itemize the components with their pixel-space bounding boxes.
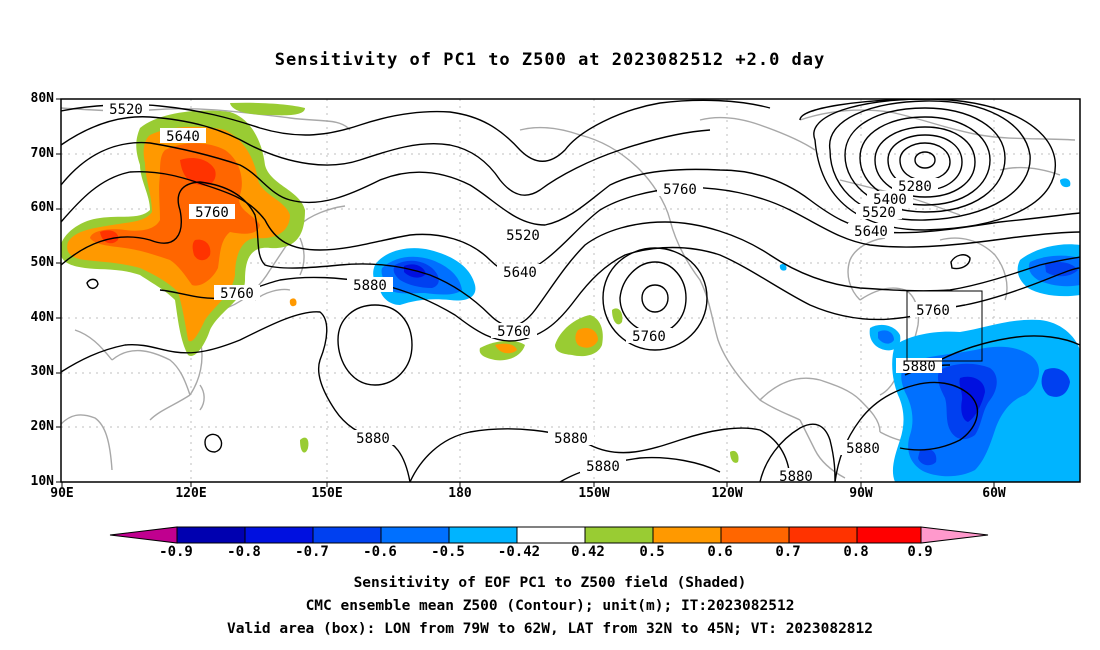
- lon-label-120w: 120W: [711, 486, 743, 501]
- lat-label-70n: 70N: [30, 146, 54, 161]
- caption-line-1: Sensitivity of EOF PC1 to Z500 field (Sh…: [353, 575, 747, 591]
- colorbar-swatch: [244, 526, 314, 544]
- lat-label-10n: 10N: [30, 474, 54, 489]
- contour-label: 5760: [632, 329, 666, 345]
- colorbar-label: 0.8: [843, 544, 869, 560]
- colorbar-swatch: [312, 526, 382, 544]
- colorbar-label: -0.6: [363, 544, 397, 560]
- contour-label: 5760: [663, 182, 697, 198]
- valid-area-box: [906, 290, 983, 362]
- lon-label-150e: 150E: [311, 486, 343, 501]
- colorbar-swatch: [584, 526, 654, 544]
- colorbar-swatch: [516, 526, 586, 544]
- contour-label: 5880: [356, 431, 390, 447]
- caption-line-2: CMC ensemble mean Z500 (Contour); unit(m…: [305, 598, 795, 614]
- colorbar-swatch: [176, 526, 246, 544]
- colorbar-swatch: [380, 526, 450, 544]
- lon-label-120e: 120E: [175, 486, 207, 501]
- lon-label-90e: 90E: [50, 486, 74, 501]
- lat-label-40n: 40N: [30, 310, 54, 325]
- colorbar-label: -0.5: [431, 544, 465, 560]
- map-ticks: [56, 98, 995, 487]
- contour-label: 5640: [503, 265, 537, 281]
- lon-label-150w: 150W: [578, 486, 610, 501]
- contour-label: 5880: [554, 431, 588, 447]
- colorbar-label: 0.7: [775, 544, 801, 560]
- lon-label-60w: 60W: [982, 486, 1006, 501]
- colorbar-low-arrow: [109, 526, 178, 544]
- colorbar-label: -0.42: [497, 544, 541, 560]
- colorbar-high-arrow: [920, 526, 989, 544]
- colorbar-swatch: [652, 526, 722, 544]
- colorbar-label: -0.8: [227, 544, 261, 560]
- contour-label: 5640: [166, 129, 200, 145]
- lon-label-90w: 90W: [849, 486, 873, 501]
- contour-label: 5760: [195, 205, 229, 221]
- contour-label: 5760: [220, 286, 254, 302]
- map-frame: [60, 98, 1081, 483]
- lat-label-20n: 20N: [30, 419, 54, 434]
- colorbar-swatch: [788, 526, 858, 544]
- contour-label: 5760: [916, 303, 950, 319]
- contour-label: 5520: [506, 228, 540, 244]
- colorbar-swatch: [720, 526, 790, 544]
- colorbar-label: 0.5: [639, 544, 665, 560]
- contour-label: 5640: [854, 224, 888, 240]
- colorbar-label: -0.7: [295, 544, 329, 560]
- colorbar-label: -0.9: [159, 544, 193, 560]
- colorbar-swatch: [856, 526, 922, 544]
- contour-labels: 5520 5640 5760 5760 5880 5520 5640 5760 …: [103, 101, 956, 485]
- lon-label-180: 180: [448, 486, 472, 501]
- caption-line-3: Valid area (box): LON from 79W to 62W, L…: [226, 621, 873, 637]
- contour-label: 5880: [586, 459, 620, 475]
- contour-label: 5880: [353, 278, 387, 294]
- contour-label: 5760: [497, 324, 531, 340]
- contour-label: 5880: [902, 359, 936, 375]
- map-title: Sensitivity of PC1 to Z500 at 2023082512…: [274, 50, 826, 70]
- contour-label: 5520: [109, 102, 143, 118]
- contour-label: 5520: [862, 205, 896, 221]
- colorbar-label: 0.6: [707, 544, 733, 560]
- lat-label-80n: 80N: [30, 91, 54, 106]
- contour-label: 5880: [846, 441, 880, 457]
- colorbar: [109, 526, 989, 544]
- contour-label: 5880: [779, 469, 813, 485]
- colorbar-label: 0.42: [571, 544, 605, 560]
- lat-label-30n: 30N: [30, 364, 54, 379]
- colorbar-label: 0.9: [907, 544, 933, 560]
- colorbar-swatch: [448, 526, 518, 544]
- lat-label-60n: 60N: [30, 200, 54, 215]
- lat-label-50n: 50N: [30, 255, 54, 270]
